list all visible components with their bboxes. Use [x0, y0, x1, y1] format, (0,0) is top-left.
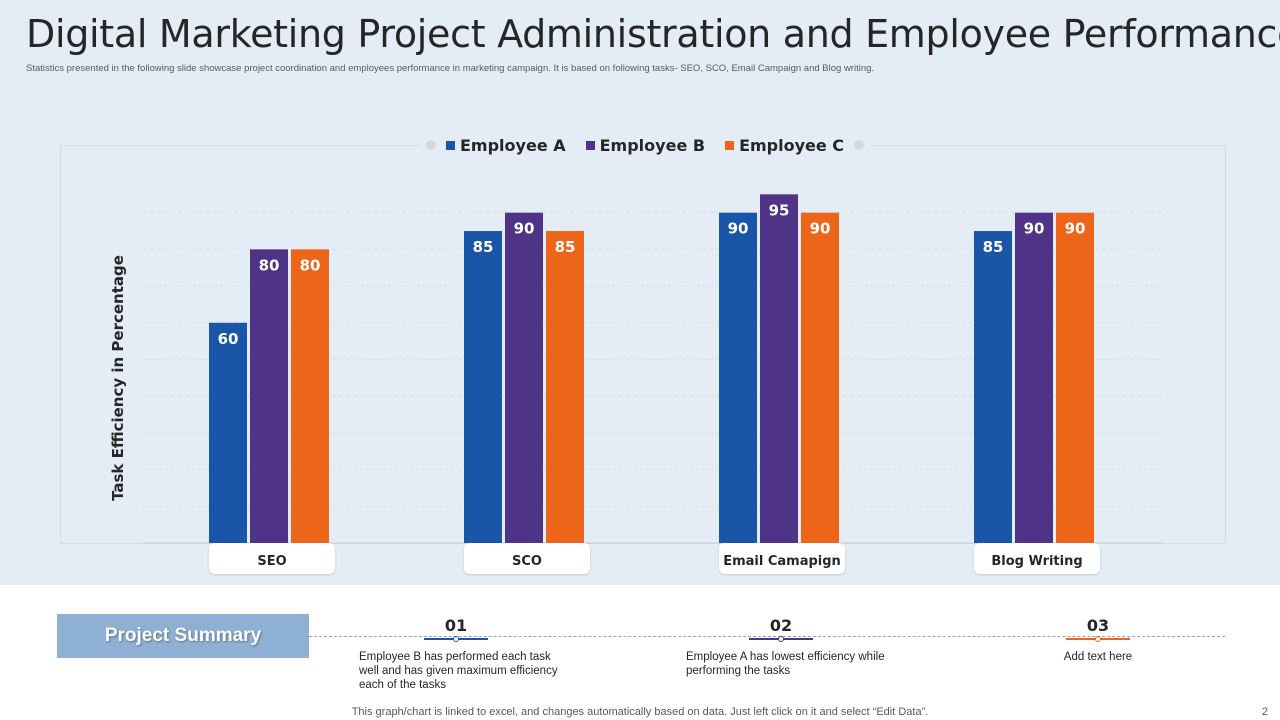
- bar-employee-b: [250, 249, 288, 543]
- data-label: 95: [769, 201, 790, 219]
- legend-label-employee-b: Employee B: [599, 135, 706, 155]
- data-label: 90: [728, 220, 749, 238]
- legend-right-dot-icon: [854, 140, 865, 150]
- data-label: 80: [300, 256, 321, 274]
- legend-left-dot-icon: [426, 140, 436, 150]
- category-label-box: [464, 543, 590, 574]
- step-marker-icon: [453, 636, 459, 642]
- step-number: 01: [444, 616, 468, 635]
- category-label-box: [719, 543, 845, 574]
- summary-step-02-text: Employee A has lowest efficiency while p…: [686, 651, 885, 677]
- data-label: 85: [555, 238, 576, 256]
- bar-chart: SEO 60 80 80 SCO 85 90 85 Email Camapign 90 95 90 Bl…: [143, 175, 1162, 574]
- page-subtitle: Statistics presented in the following sl…: [26, 63, 875, 74]
- legend-item-employee-c: Employee C: [725, 136, 844, 155]
- legend-swatch-employee-a: [446, 140, 455, 150]
- summary-step-01-text: Employee B has performed each task well …: [359, 651, 558, 691]
- bar-employee-c: [801, 212, 839, 543]
- legend-label-employee-a: Employee A: [460, 135, 566, 155]
- step-marker-icon: [1095, 636, 1101, 642]
- step-number: 02: [769, 616, 793, 635]
- x-tick-label: Blog Writing: [991, 554, 1082, 569]
- data-label: 90: [1024, 220, 1045, 238]
- data-label: 90: [1065, 220, 1086, 238]
- page-title: Digital Marketing Project Administration…: [26, 12, 1280, 56]
- bar-employee-c: [291, 249, 329, 543]
- data-label: 60: [218, 330, 239, 348]
- legend-item-employee-a: Employee A: [446, 136, 566, 155]
- chart-legend: Employee A Employee B Employee C: [420, 135, 871, 155]
- data-label: 85: [983, 238, 1004, 256]
- bar-employee-a: [974, 231, 1012, 544]
- bar-employee-b: [760, 194, 798, 543]
- bar-employee-b: [505, 212, 543, 543]
- x-tick-label: SCO: [512, 554, 542, 569]
- project-summary-label: Project Summary: [57, 614, 309, 658]
- x-tick-label: Email Camapign: [723, 554, 841, 569]
- step-marker-icon: [778, 636, 784, 642]
- summary-timeline-line: [309, 636, 1225, 637]
- legend-swatch-employee-c: [725, 140, 735, 150]
- bar-employee-a: [209, 322, 247, 543]
- page-number: 2: [1261, 706, 1268, 718]
- legend-item-employee-b: Employee B: [585, 135, 706, 155]
- legend-label-employee-c: Employee C: [739, 135, 845, 155]
- step-number: 03: [1086, 616, 1110, 635]
- bar-employee-c: [546, 231, 584, 544]
- data-label: 85: [473, 238, 494, 256]
- bar-employee-a: [719, 212, 757, 543]
- y-axis-label: Task Efficiency in Percentage: [109, 255, 127, 501]
- legend-swatch-employee-b: [585, 140, 595, 150]
- bar-employee-a: [464, 231, 502, 544]
- category-label-box: [209, 543, 335, 574]
- footer-note: This graph/chart is linked to excel, and…: [351, 706, 929, 718]
- bar-employee-b: [1015, 212, 1053, 543]
- summary-step-03-text: Add text here: [1063, 651, 1133, 663]
- bar-employee-c: [1056, 212, 1094, 543]
- x-tick-label: SEO: [257, 554, 286, 569]
- data-label: 90: [514, 220, 535, 238]
- data-label: 80: [259, 256, 280, 274]
- data-label: 90: [810, 220, 831, 238]
- category-label-box: [974, 543, 1100, 574]
